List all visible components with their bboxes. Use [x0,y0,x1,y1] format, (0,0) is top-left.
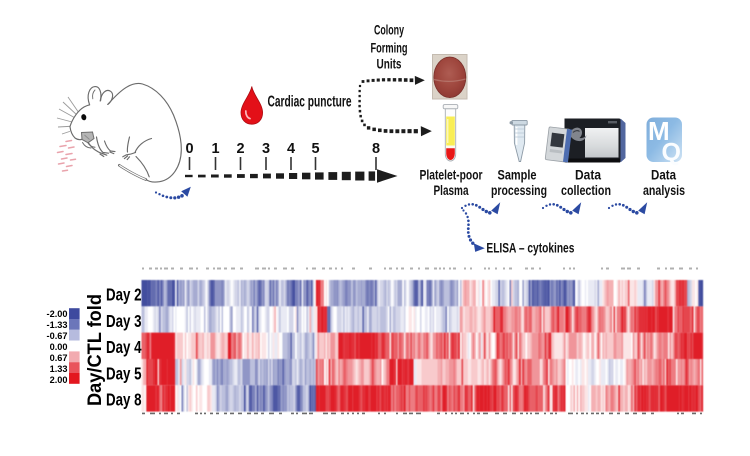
svg-text:3: 3 [262,141,270,157]
svg-text:Units: Units [377,57,402,72]
svg-text:Forming: Forming [371,40,408,55]
svg-text:Data: Data [651,167,676,182]
svg-text:-1.33: -1.33 [47,320,68,330]
svg-text:M: M [648,116,670,146]
svg-text:Sample: Sample [498,167,537,182]
svg-text:-0.67: -0.67 [47,331,68,341]
svg-text:0.00: 0.00 [50,342,68,352]
svg-text:Plasma: Plasma [434,183,469,198]
svg-text:8: 8 [372,141,380,157]
svg-text:-2.00: -2.00 [47,309,68,319]
svg-text:0.67: 0.67 [50,353,68,363]
svg-text:Q: Q [662,139,681,167]
svg-text:Day 4: Day 4 [106,337,142,357]
svg-text:Day/CTL fold: Day/CTL fold [84,294,106,406]
svg-text:Data: Data [575,167,601,182]
svg-text:ELISA – cytokines: ELISA – cytokines [486,240,574,255]
svg-text:0: 0 [185,141,193,157]
svg-text:2: 2 [236,141,244,157]
svg-text:Day 3: Day 3 [106,311,142,331]
svg-text:Colony: Colony [374,23,404,38]
svg-text:analysis: analysis [643,183,685,198]
svg-text:collection: collection [561,183,611,198]
svg-text:4: 4 [287,141,295,157]
svg-text:2.00: 2.00 [50,375,68,385]
svg-text:1: 1 [211,141,219,157]
svg-text:Day 8: Day 8 [106,390,142,410]
svg-text:1.33: 1.33 [50,364,68,374]
svg-text:5: 5 [311,141,319,157]
svg-text:Platelet-poor: Platelet-poor [420,167,483,182]
svg-text:Day 5: Day 5 [106,363,142,383]
svg-text:Day 2: Day 2 [106,285,142,305]
svg-text:Cardiac puncture: Cardiac puncture [268,94,352,111]
svg-text:processing: processing [491,183,547,198]
